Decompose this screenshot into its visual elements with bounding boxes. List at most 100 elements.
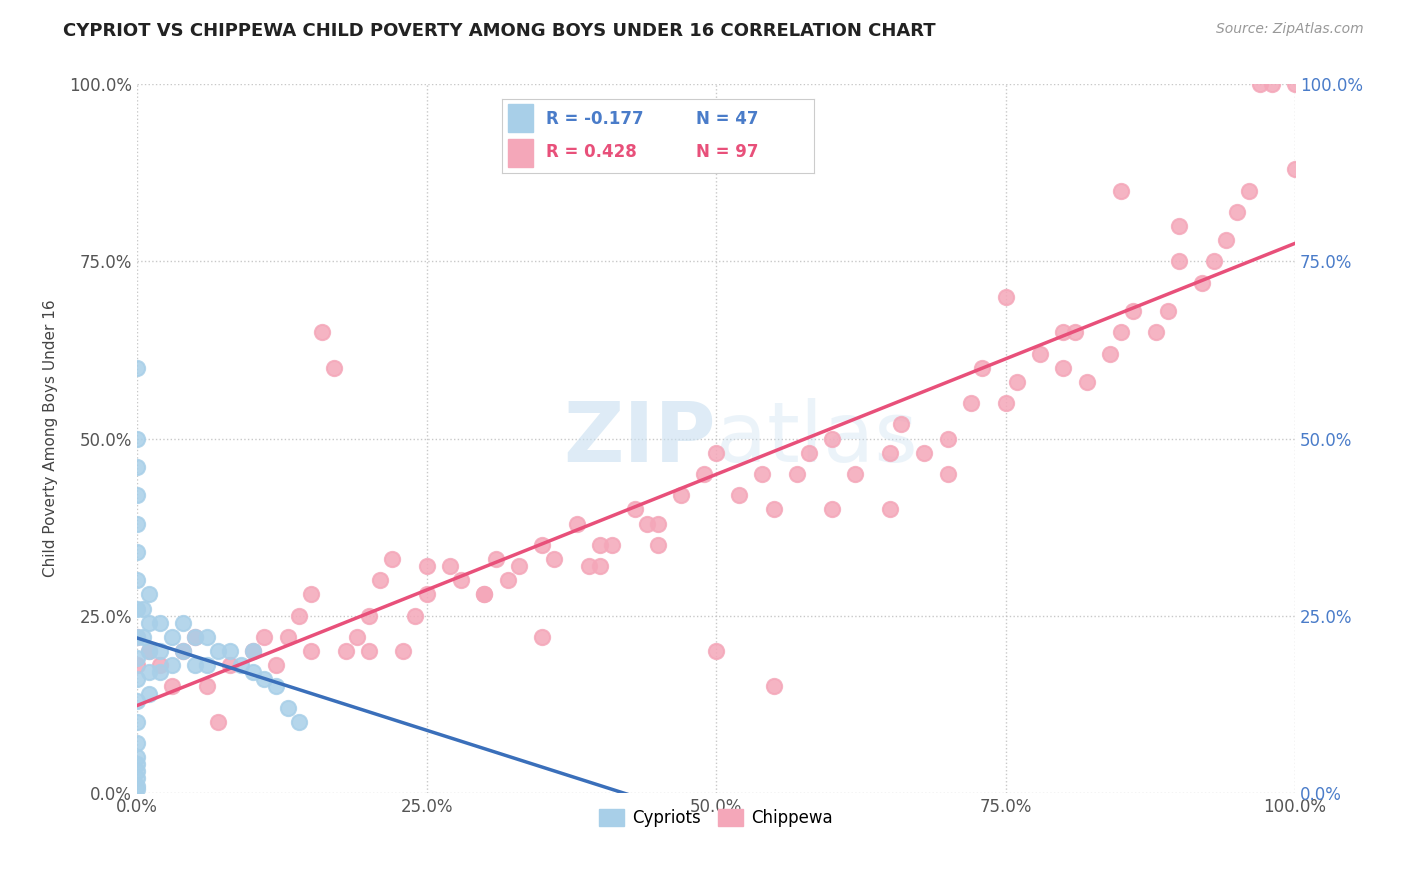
Point — [127, 360, 149, 375]
Point — [172, 644, 194, 658]
Point — [160, 630, 183, 644]
Point — [879, 502, 901, 516]
Point — [728, 488, 751, 502]
Point — [589, 559, 612, 574]
Point — [127, 601, 149, 615]
Point — [1168, 219, 1191, 233]
Point — [415, 559, 437, 574]
Point — [127, 651, 149, 665]
Point — [323, 360, 346, 375]
Point — [299, 644, 322, 658]
Point — [508, 559, 530, 574]
Point — [636, 516, 658, 531]
Point — [647, 516, 669, 531]
Point — [704, 644, 727, 658]
Point — [496, 573, 519, 587]
Point — [1076, 375, 1098, 389]
Point — [127, 459, 149, 474]
Point — [127, 764, 149, 779]
Point — [127, 693, 149, 707]
Point — [392, 644, 415, 658]
Point — [439, 559, 461, 574]
Point — [127, 750, 149, 764]
Point — [647, 538, 669, 552]
Point — [138, 615, 160, 630]
Point — [450, 573, 472, 587]
Point — [543, 552, 565, 566]
Point — [762, 502, 785, 516]
Point — [149, 665, 172, 680]
Point — [127, 630, 149, 644]
Point — [786, 467, 808, 481]
Point — [127, 714, 149, 729]
Point — [485, 552, 508, 566]
Point — [138, 587, 160, 601]
Point — [357, 644, 380, 658]
Point — [879, 446, 901, 460]
Point — [1052, 326, 1074, 340]
Point — [671, 488, 693, 502]
Point — [127, 545, 149, 559]
Point — [299, 587, 322, 601]
Point — [127, 779, 149, 793]
Point — [132, 601, 155, 615]
Point — [994, 290, 1017, 304]
Point — [195, 680, 218, 694]
Point — [1215, 233, 1237, 247]
Point — [1249, 78, 1271, 92]
Point — [1202, 254, 1225, 268]
Point — [127, 488, 149, 502]
Point — [1098, 346, 1121, 360]
Point — [368, 573, 391, 587]
Point — [890, 417, 912, 432]
Point — [242, 644, 264, 658]
Point — [172, 615, 194, 630]
Point — [288, 608, 311, 623]
Text: CYPRIOT VS CHIPPEWA CHILD POVERTY AMONG BOYS UNDER 16 CORRELATION CHART: CYPRIOT VS CHIPPEWA CHILD POVERTY AMONG … — [63, 22, 936, 40]
Point — [127, 736, 149, 750]
Point — [149, 644, 172, 658]
Point — [1284, 78, 1306, 92]
Point — [404, 608, 426, 623]
Point — [253, 630, 276, 644]
Point — [1111, 184, 1133, 198]
Point — [127, 772, 149, 786]
Point — [160, 658, 183, 673]
Point — [1261, 78, 1284, 92]
Point — [821, 432, 844, 446]
Point — [149, 615, 172, 630]
Point — [693, 467, 716, 481]
Point — [381, 552, 404, 566]
Legend: Cypriots, Chippewa: Cypriots, Chippewa — [592, 803, 839, 834]
Point — [242, 665, 264, 680]
Point — [184, 630, 207, 644]
Point — [704, 446, 727, 460]
Point — [218, 644, 240, 658]
Point — [207, 644, 229, 658]
Point — [1064, 326, 1087, 340]
Point — [1284, 162, 1306, 177]
Point — [127, 516, 149, 531]
Point — [127, 673, 149, 687]
Point — [138, 665, 160, 680]
Point — [195, 630, 218, 644]
Point — [936, 467, 959, 481]
Point — [127, 757, 149, 772]
Point — [474, 587, 496, 601]
Point — [288, 714, 311, 729]
Text: Source: ZipAtlas.com: Source: ZipAtlas.com — [1216, 22, 1364, 37]
Point — [972, 360, 994, 375]
Text: ZIP: ZIP — [564, 398, 716, 479]
Point — [184, 630, 207, 644]
Point — [531, 630, 554, 644]
Point — [914, 446, 936, 460]
Point — [797, 446, 820, 460]
Point — [474, 587, 496, 601]
Point — [1144, 326, 1167, 340]
Point — [335, 644, 357, 658]
Point — [138, 686, 160, 700]
Point — [762, 680, 785, 694]
Point — [264, 658, 287, 673]
Point — [1168, 254, 1191, 268]
Point — [207, 714, 229, 729]
